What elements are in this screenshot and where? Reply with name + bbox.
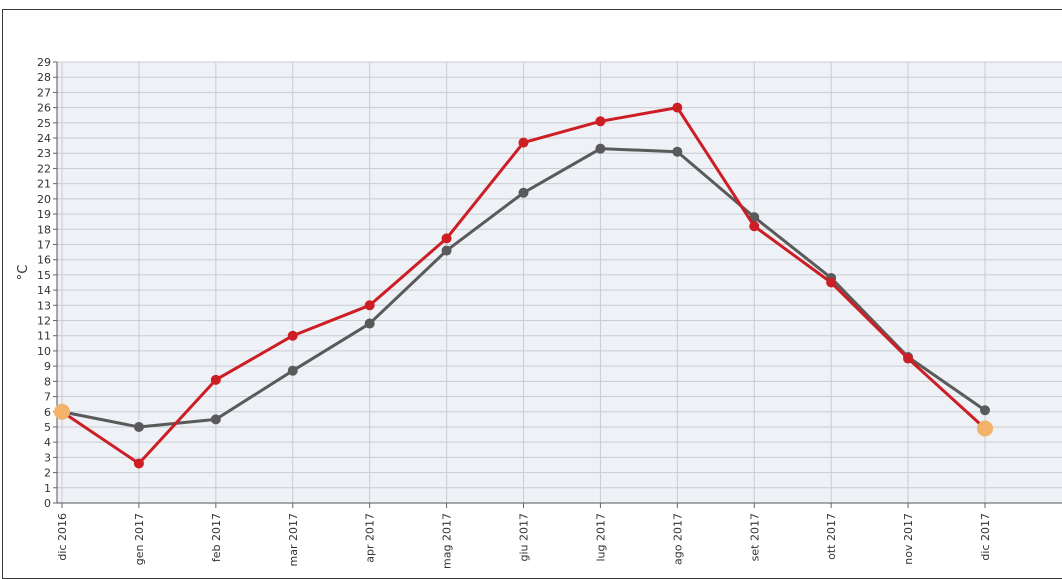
series-0-point: [287, 365, 298, 376]
series-0-point: [672, 146, 683, 157]
y-tick-label: 17: [37, 238, 51, 251]
y-tick-label: 16: [37, 254, 51, 267]
y-tick-label: 19: [37, 208, 51, 221]
y-tick-label: 10: [37, 345, 51, 358]
y-tick-label: 4: [44, 436, 51, 449]
x-tick-label: apr 2017: [364, 513, 377, 563]
series-1-point: [595, 116, 606, 127]
plot-background: [57, 62, 1062, 503]
series-0-point: [133, 421, 144, 432]
y-tick-label: 8: [44, 375, 51, 388]
series-1-point: [287, 330, 298, 341]
series-1-point: [977, 420, 993, 437]
series-1-point: [672, 102, 683, 113]
y-tick-label: 11: [37, 330, 51, 343]
series-0-point: [980, 405, 990, 416]
series-1-point: [54, 403, 70, 420]
y-tick-label: 26: [37, 102, 51, 115]
x-tick-label: giu 2017: [518, 513, 531, 562]
series-1-point: [364, 300, 375, 311]
x-tick-label: dic 2016: [56, 513, 69, 561]
y-tick-label: 12: [37, 315, 51, 328]
x-tick-label: feb 2017: [210, 513, 223, 562]
x-tick-label: set 2017: [748, 513, 761, 561]
y-tick-label: 7: [44, 391, 51, 404]
series-1-point: [518, 137, 529, 148]
x-tick-label: dic 2017: [979, 513, 992, 561]
y-axis-label: °C: [16, 265, 31, 281]
y-tick-label: 25: [37, 117, 51, 130]
y-tick-label: 20: [37, 193, 51, 206]
y-tick-label: 27: [37, 86, 51, 99]
y-tick-label: 1: [44, 482, 51, 495]
x-tick-label: ott 2017: [825, 513, 838, 560]
series-1-point: [826, 277, 837, 288]
series-1-point: [903, 353, 914, 364]
x-tick-label: lug 2017: [594, 513, 607, 562]
y-tick-label: 29: [37, 56, 51, 69]
y-tick-label: 24: [37, 132, 51, 145]
x-tick-label: mar 2017: [287, 513, 300, 566]
y-tick-label: 5: [44, 421, 51, 434]
x-tick-label: ago 2017: [671, 513, 684, 565]
series-0-point: [441, 245, 452, 256]
y-tick-label: 3: [44, 451, 51, 464]
y-tick-label: 22: [37, 162, 51, 175]
y-tick-label: 9: [44, 360, 51, 373]
y-tick-label: 15: [37, 269, 51, 282]
series-1-point: [133, 458, 144, 469]
series-1-point: [210, 374, 221, 385]
y-tick-label: 6: [44, 406, 51, 419]
y-tick-label: 21: [37, 178, 51, 191]
series-0-point: [364, 318, 375, 329]
y-tick-label: 13: [37, 299, 51, 312]
y-tick-label: 0: [44, 497, 51, 510]
x-tick-label: nov 2017: [902, 513, 915, 565]
y-tick-label: 28: [37, 71, 51, 84]
series-0-point: [210, 414, 221, 425]
series-1-point: [749, 221, 760, 232]
y-tick-label: 18: [37, 223, 51, 236]
series-1-point: [441, 233, 452, 244]
series-0-point: [518, 187, 529, 198]
y-tick-label: 2: [44, 467, 51, 480]
x-tick-label: mag 2017: [441, 513, 454, 569]
series-0-point: [749, 212, 760, 223]
y-tick-label: 23: [37, 147, 51, 160]
series-0-point: [595, 143, 606, 154]
y-tick-label: 14: [37, 284, 51, 297]
x-tick-label: gen 2017: [133, 513, 146, 565]
